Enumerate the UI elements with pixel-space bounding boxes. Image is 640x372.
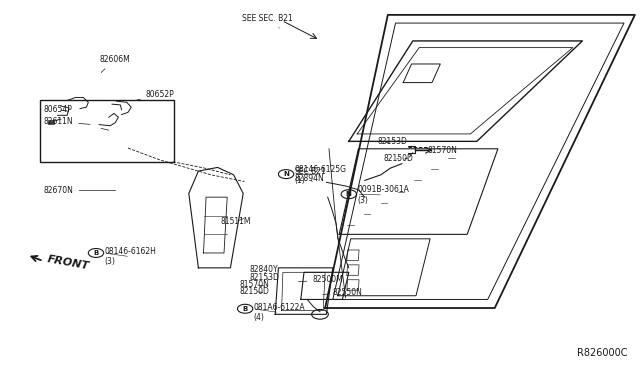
Text: 81570N: 81570N [240,280,270,289]
Text: N: N [283,171,289,177]
Text: 80654P: 80654P [44,105,72,114]
Text: 82606M: 82606M [99,55,130,73]
Text: 80652P: 80652P [137,90,175,100]
Text: 0091B-3061A
(3): 0091B-3061A (3) [357,185,409,205]
Text: 82150D: 82150D [240,287,270,296]
Text: 82840Y: 82840Y [250,265,278,274]
Text: 82611N: 82611N [44,117,90,126]
Text: 08146-6162H
(3): 08146-6162H (3) [104,247,156,266]
Text: 82150D: 82150D [384,154,414,163]
Text: B: B [93,250,99,256]
Text: SEE SEC. B21: SEE SEC. B21 [242,14,292,28]
Text: N: N [346,191,352,197]
Text: 081A6-6122A
(4): 081A6-6122A (4) [253,303,305,322]
Text: 82500M: 82500M [298,275,343,284]
Text: 08146-6125G
(1): 08146-6125G (1) [294,165,346,185]
Bar [48,120,54,124]
Text: 82550N: 82550N [323,288,363,297]
Text: 81570N: 81570N [417,146,458,155]
Text: FRONT: FRONT [46,254,90,272]
Text: 82153D: 82153D [378,137,408,146]
Text: 82894N: 82894N [294,174,324,183]
Text: 81511M: 81511M [221,217,252,226]
Bar [40,100,174,162]
Text: B: B [243,306,248,312]
Text: 82153D: 82153D [250,273,280,282]
Text: 82670N: 82670N [44,186,116,195]
Text: R826000C: R826000C [577,348,627,358]
Text: SEC.B21: SEC.B21 [294,167,326,176]
